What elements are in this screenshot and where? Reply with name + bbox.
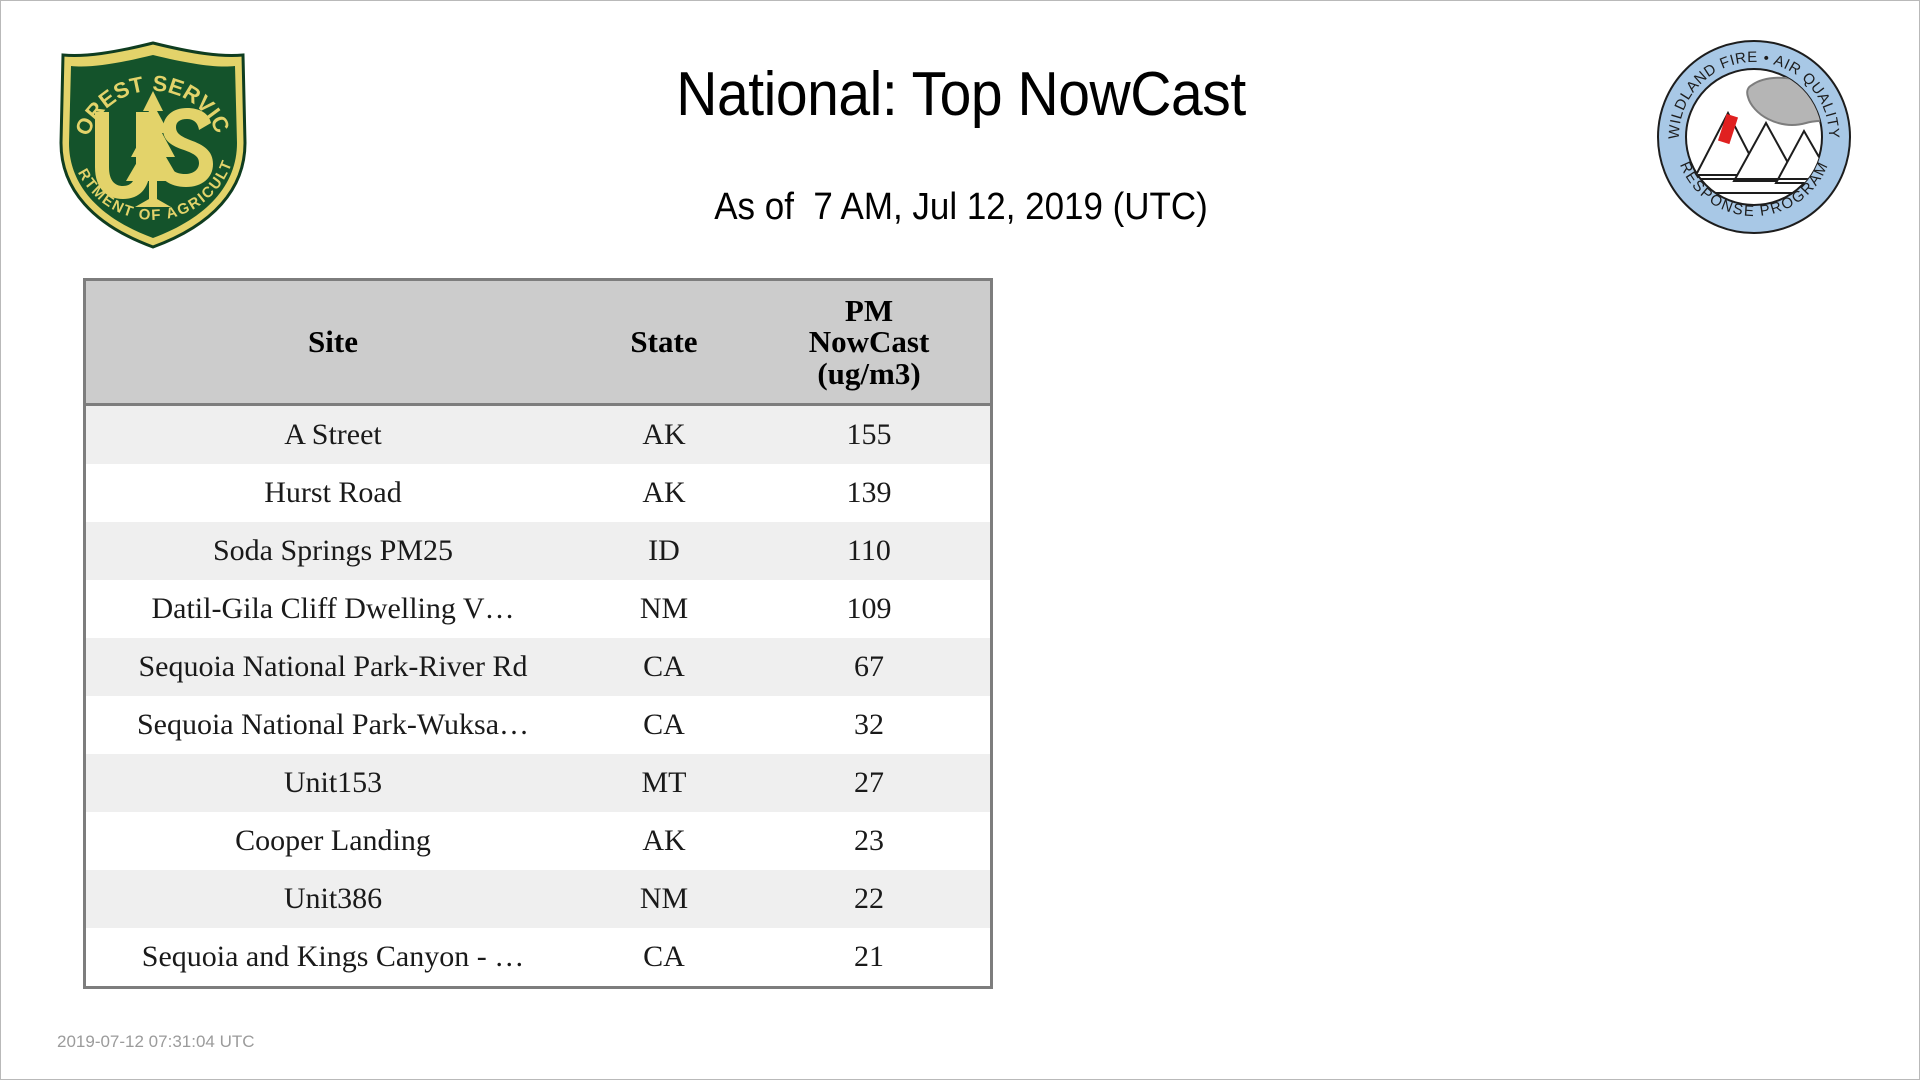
cell-state: NM [580, 580, 748, 638]
table-header: Site State PM NowCast (ug/m3) [86, 281, 990, 406]
cell-pm: 21 [748, 928, 990, 986]
column-header-state[interactable]: State [580, 281, 748, 406]
cell-pm: 155 [748, 404, 990, 464]
cell-site: Hurst Road [86, 464, 580, 522]
cell-site: A Street [86, 404, 580, 464]
nowcast-table: Site State PM NowCast (ug/m3) A Street A… [86, 281, 990, 986]
cell-pm: 110 [748, 522, 990, 580]
column-header-pm-nowcast[interactable]: PM NowCast (ug/m3) [748, 281, 990, 406]
table-row: Cooper Landing AK 23 [86, 812, 990, 870]
cell-site: Soda Springs PM25 [86, 522, 580, 580]
page-title: National: Top NowCast [676, 60, 1246, 129]
table-row: Sequoia National Park-Wuksa… CA 32 [86, 696, 990, 754]
cell-site: Unit153 [86, 754, 580, 812]
footer-timestamp: 2019-07-12 07:31:04 UTC [57, 1032, 255, 1051]
cell-site: Cooper Landing [86, 812, 580, 870]
table-row: Sequoia National Park-River Rd CA 67 [86, 638, 990, 696]
cell-pm: 109 [748, 580, 990, 638]
cell-state: MT [580, 754, 748, 812]
page-subtitle: As of 7 AM, Jul 12, 2019 (UTC) [714, 186, 1208, 228]
cell-state: CA [580, 928, 748, 986]
cell-state: NM [580, 870, 748, 928]
cell-state: AK [580, 464, 748, 522]
cell-site: Sequoia National Park-River Rd [86, 638, 580, 696]
cell-state: ID [580, 522, 748, 580]
table-body: A Street AK 155 Hurst Road AK 139 Soda S… [86, 404, 990, 986]
cell-state: CA [580, 638, 748, 696]
cell-pm: 67 [748, 638, 990, 696]
cell-state: CA [580, 696, 748, 754]
table-header-row: Site State PM NowCast (ug/m3) [86, 281, 990, 406]
column-header-site[interactable]: Site [86, 281, 580, 406]
cell-pm: 22 [748, 870, 990, 928]
cell-site: Unit386 [86, 870, 580, 928]
nowcast-table-container: Site State PM NowCast (ug/m3) A Street A… [83, 278, 993, 989]
cell-site: Datil-Gila Cliff Dwelling V… [86, 580, 580, 638]
cell-pm: 27 [748, 754, 990, 812]
table-row: Unit386 NM 22 [86, 870, 990, 928]
cell-pm: 32 [748, 696, 990, 754]
cell-pm: 23 [748, 812, 990, 870]
wfaqrp-seal-logo: WILDLAND FIRE • AIR QUALITY RESPONSE PRO… [1656, 39, 1852, 235]
table-row: Datil-Gila Cliff Dwelling V… NM 109 [86, 580, 990, 638]
table-row: Unit153 MT 27 [86, 754, 990, 812]
cell-state: AK [580, 404, 748, 464]
cell-site: Sequoia National Park-Wuksa… [86, 696, 580, 754]
table-row: Soda Springs PM25 ID 110 [86, 522, 990, 580]
us-forest-service-shield-logo: FOREST SERVICE DEPARTMENT OF AGRICULTURE [53, 39, 253, 251]
table-row: Sequoia and Kings Canyon - … CA 21 [86, 928, 990, 986]
cell-pm: 139 [748, 464, 990, 522]
table-row: A Street AK 155 [86, 404, 990, 464]
cell-site: Sequoia and Kings Canyon - … [86, 928, 580, 986]
table-row: Hurst Road AK 139 [86, 464, 990, 522]
cell-state: AK [580, 812, 748, 870]
